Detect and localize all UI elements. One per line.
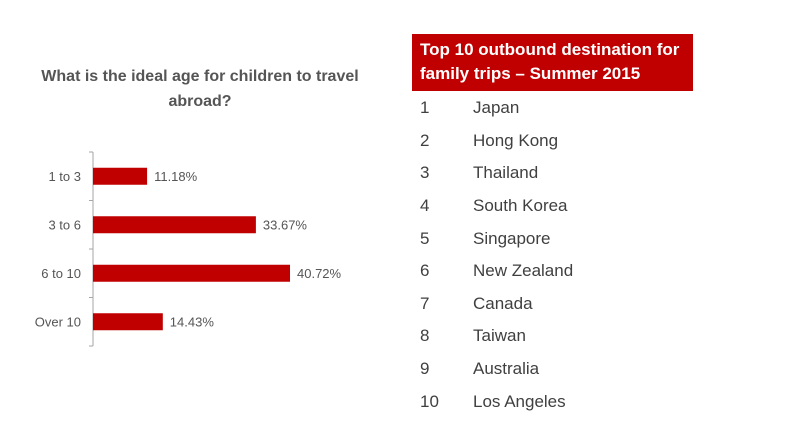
bar-over-10: [93, 313, 163, 331]
chart-title: What is the ideal age for children to tr…: [41, 68, 359, 110]
bar-3-to-6: [93, 216, 256, 234]
destination-name: Canada: [473, 293, 533, 313]
destination-rank: 8: [420, 326, 430, 346]
destination-rank: 1: [420, 98, 430, 118]
destination-item: 9 Australia: [420, 353, 573, 386]
data-label: 33.67%: [263, 217, 308, 232]
destination-rank: 9: [420, 359, 430, 379]
bar-1-to-3: [93, 167, 148, 185]
data-label: 40.72%: [297, 266, 342, 281]
destinations-list: 1 Japan 2 Hong Kong 3 Thailand 4 South Korea 5 Si…: [420, 92, 573, 418]
destination-rank: 6: [420, 261, 430, 281]
destination-name: Singapore: [473, 228, 551, 248]
destination-rank: 2: [420, 130, 430, 150]
bar-chart: 1 to 3 11.18% 3 to 6 33.67% 6 to 10 40.72% Ove…: [35, 151, 342, 347]
data-label: 11.18%: [154, 169, 198, 184]
category-label: 3 to 6: [48, 217, 81, 232]
bar-6-to-10: [93, 264, 290, 282]
category-label: 6 to 10: [41, 266, 81, 281]
destination-name: New Zealand: [473, 261, 574, 281]
destination-item: 7 Canada: [420, 288, 573, 321]
destination-item: 3 Thailand: [420, 157, 573, 190]
destination-item: 1 Japan: [420, 92, 573, 125]
destination-name: Hong Kong: [473, 130, 559, 150]
category-label: 1 to 3: [48, 169, 81, 184]
destination-item: 2 Hong Kong: [420, 125, 573, 158]
destinations-header: Top 10 outbound destination for family t…: [412, 34, 693, 91]
destination-item: 5 Singapore: [420, 222, 573, 255]
destination-item: 4 South Korea: [420, 190, 573, 223]
destination-name: Thailand: [473, 163, 539, 183]
destination-rank: 10: [420, 391, 439, 411]
destination-name: Japan: [473, 98, 520, 118]
destination-item: 6 New Zealand: [420, 255, 573, 288]
destination-name: Taiwan: [473, 326, 526, 346]
destination-rank: 3: [420, 163, 430, 183]
destination-rank: 7: [420, 293, 430, 313]
destination-name: South Korea: [473, 196, 568, 216]
category-label: Over 10: [35, 314, 81, 329]
destination-name: Australia: [473, 359, 540, 379]
destination-rank: 4: [420, 196, 430, 216]
data-label: 14.43%: [170, 314, 215, 329]
destination-rank: 5: [420, 228, 430, 248]
destination-item: 10 Los Angeles: [420, 385, 573, 418]
destination-item: 8 Taiwan: [420, 320, 573, 353]
destination-name: Los Angeles: [473, 391, 566, 411]
